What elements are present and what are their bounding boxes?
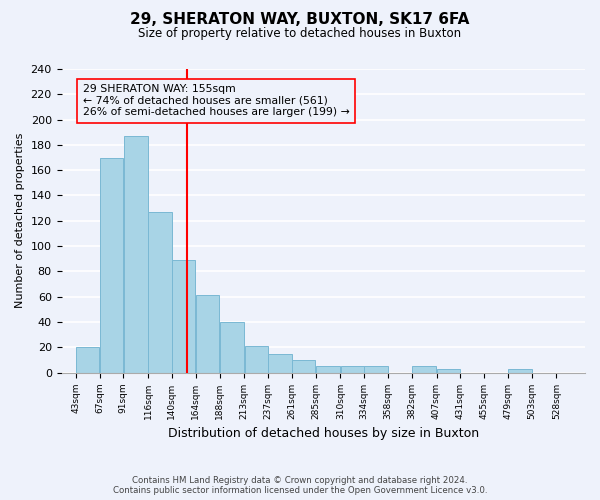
Bar xyxy=(124,136,148,372)
Bar xyxy=(292,360,316,372)
Bar xyxy=(245,346,268,372)
Text: Contains HM Land Registry data © Crown copyright and database right 2024.
Contai: Contains HM Land Registry data © Crown c… xyxy=(113,476,487,495)
Bar xyxy=(341,366,364,372)
X-axis label: Distribution of detached houses by size in Buxton: Distribution of detached houses by size … xyxy=(168,427,479,440)
Bar xyxy=(412,366,436,372)
Bar xyxy=(268,354,292,372)
Bar xyxy=(172,260,196,372)
Text: 29, SHERATON WAY, BUXTON, SK17 6FA: 29, SHERATON WAY, BUXTON, SK17 6FA xyxy=(130,12,470,28)
Text: 29 SHERATON WAY: 155sqm
← 74% of detached houses are smaller (561)
26% of semi-d: 29 SHERATON WAY: 155sqm ← 74% of detache… xyxy=(83,84,349,117)
Bar xyxy=(196,296,219,372)
Bar xyxy=(148,212,172,372)
Bar xyxy=(364,366,388,372)
Y-axis label: Number of detached properties: Number of detached properties xyxy=(15,133,25,308)
Bar xyxy=(437,369,460,372)
Bar xyxy=(220,322,244,372)
Bar xyxy=(316,366,340,372)
Bar xyxy=(100,158,123,372)
Text: Size of property relative to detached houses in Buxton: Size of property relative to detached ho… xyxy=(139,28,461,40)
Bar xyxy=(508,369,532,372)
Bar xyxy=(76,348,100,372)
